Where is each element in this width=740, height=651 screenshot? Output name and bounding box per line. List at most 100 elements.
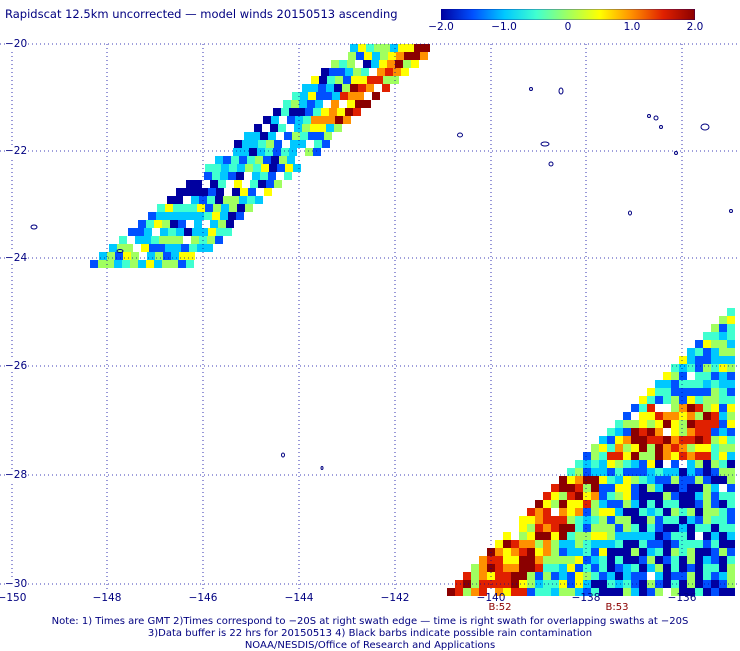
- wind-cell: [308, 132, 316, 140]
- wind-cell: [591, 532, 599, 540]
- wind-cell: [321, 68, 329, 76]
- wind-cell: [695, 556, 703, 564]
- wind-cell: [479, 580, 487, 588]
- wind-cell: [639, 508, 647, 516]
- wind-cell: [335, 116, 343, 124]
- colorbar-tick: 1.0: [623, 21, 641, 33]
- wind-cell: [122, 260, 130, 268]
- wind-cell: [559, 508, 567, 516]
- wind-cell: [711, 540, 719, 548]
- wind-cell: [607, 468, 615, 476]
- wind-cell: [495, 548, 503, 556]
- wind-cell: [703, 468, 711, 476]
- wind-cell: [679, 580, 687, 588]
- wind-cell: [631, 476, 639, 484]
- wind-cell: [567, 540, 575, 548]
- wind-cell: [543, 508, 551, 516]
- wind-cell: [623, 444, 631, 452]
- wind-cell: [719, 356, 727, 364]
- wind-cell: [479, 556, 487, 564]
- wind-cell: [719, 492, 727, 500]
- wind-cell: [719, 564, 727, 572]
- wind-cell: [527, 524, 535, 532]
- wind-cell: [663, 556, 671, 564]
- footnote-line-3: NOAA/NESDIS/Office of Research and Appli…: [244, 640, 496, 651]
- wind-cell: [260, 172, 268, 180]
- wind-cell: [711, 588, 719, 596]
- wind-cell: [631, 508, 639, 516]
- wind-cell: [559, 540, 567, 548]
- wind-cell: [703, 452, 711, 460]
- wind-cell: [687, 476, 695, 484]
- wind-cell: [647, 436, 655, 444]
- wind-cell: [146, 220, 154, 228]
- wind-cell: [245, 204, 253, 212]
- wind-cell: [422, 44, 430, 52]
- wind-cell: [178, 220, 186, 228]
- wind-cell: [687, 460, 695, 468]
- lat-tick-label: −22: [5, 145, 28, 157]
- wind-cell: [255, 196, 263, 204]
- wind-cell: [615, 580, 623, 588]
- wind-cell: [599, 556, 607, 564]
- wind-cell: [334, 124, 342, 132]
- wind-cell: [695, 476, 703, 484]
- wind-cell: [353, 108, 361, 116]
- wind-cell: [355, 100, 363, 108]
- wind-cell: [655, 460, 663, 468]
- wind-cell: [559, 492, 567, 500]
- wind-cell: [567, 516, 575, 524]
- wind-cell: [647, 412, 655, 420]
- wind-cell: [655, 428, 663, 436]
- wind-cell: [197, 244, 205, 252]
- island-coastline: [729, 209, 733, 213]
- wind-cell: [495, 580, 503, 588]
- wind-cell: [639, 436, 647, 444]
- wind-cell: [335, 76, 343, 84]
- wind-cell: [236, 172, 244, 180]
- wind-cell: [727, 364, 735, 372]
- wind-cell: [727, 444, 735, 452]
- wind-cell: [663, 372, 671, 380]
- wind-cell: [727, 548, 735, 556]
- wind-cell: [479, 564, 487, 572]
- wind-cell: [200, 228, 208, 236]
- wind-cell: [663, 564, 671, 572]
- wind-cell: [663, 508, 671, 516]
- wind-cell: [535, 564, 543, 572]
- wind-cell: [631, 532, 639, 540]
- wind-cell: [511, 548, 519, 556]
- wind-cell: [519, 540, 527, 548]
- wind-cell: [631, 468, 639, 476]
- wind-cell: [631, 564, 639, 572]
- wind-cell: [175, 196, 183, 204]
- wind-cell: [703, 508, 711, 516]
- wind-cell: [583, 476, 591, 484]
- wind-cell: [164, 212, 172, 220]
- wind-cell: [687, 396, 695, 404]
- wind-cell: [727, 324, 735, 332]
- wind-cell: [527, 556, 535, 564]
- wind-cell: [607, 460, 615, 468]
- wind-cell: [623, 540, 631, 548]
- wind-cell: [639, 476, 647, 484]
- wind-cell: [575, 508, 583, 516]
- wind-cell: [655, 588, 663, 596]
- wind-cell: [719, 340, 727, 348]
- wind-cell: [165, 204, 173, 212]
- wind-cell: [356, 52, 364, 60]
- wind-cell: [350, 84, 358, 92]
- wind-cell: [583, 524, 591, 532]
- wind-cell: [559, 572, 567, 580]
- wind-cell: [727, 356, 735, 364]
- wind-cell: [208, 188, 216, 196]
- wind-cell: [655, 516, 663, 524]
- wind-cell: [551, 484, 559, 492]
- wind-cell: [165, 244, 173, 252]
- wind-cell: [160, 228, 168, 236]
- wind-cell: [543, 540, 551, 548]
- wind-cell: [535, 580, 543, 588]
- wind-cell: [253, 164, 261, 172]
- wind-cell: [173, 204, 181, 212]
- wind-cell: [695, 540, 703, 548]
